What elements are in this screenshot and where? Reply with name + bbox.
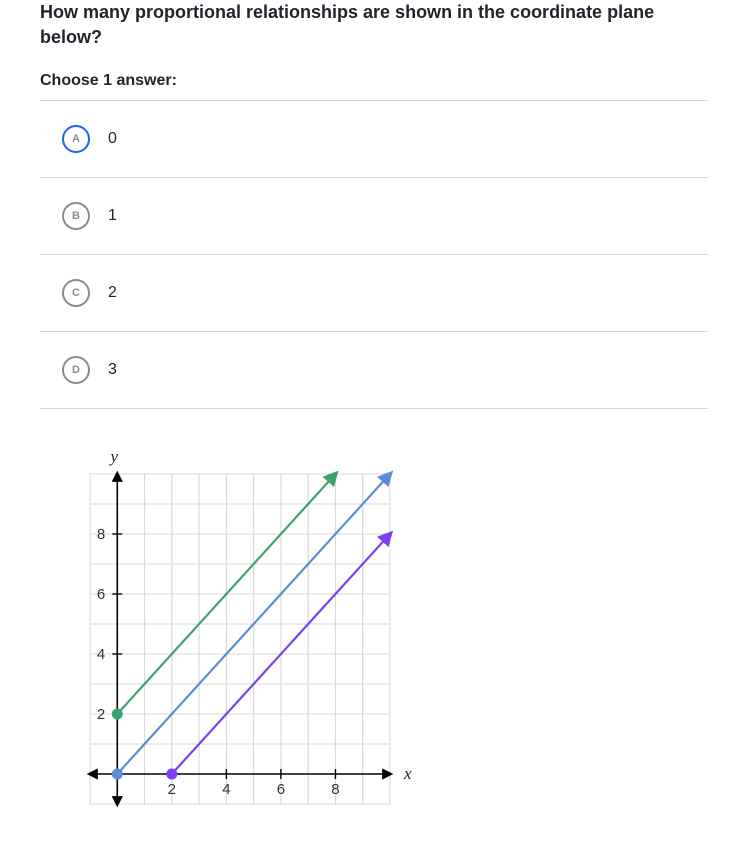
radio-letter: D bbox=[72, 364, 80, 376]
svg-text:2: 2 bbox=[168, 781, 176, 798]
svg-text:8: 8 bbox=[331, 781, 339, 798]
answer-text: 2 bbox=[108, 284, 117, 302]
svg-text:x: x bbox=[403, 764, 412, 783]
radio-letter: C bbox=[72, 287, 80, 299]
svg-text:6: 6 bbox=[277, 781, 285, 798]
answer-text: 1 bbox=[108, 207, 117, 225]
answer-option-c[interactable]: C2 bbox=[40, 255, 708, 332]
answer-option-b[interactable]: B1 bbox=[40, 178, 708, 255]
svg-text:4: 4 bbox=[222, 781, 230, 798]
svg-text:2: 2 bbox=[97, 706, 105, 723]
chart-container: 2 4 6 8 2 4 6 8 y x bbox=[40, 439, 708, 839]
radio-badge[interactable]: D bbox=[62, 356, 90, 384]
radio-letter: B bbox=[72, 210, 80, 222]
answer-option-d[interactable]: D3 bbox=[40, 332, 708, 409]
radio-badge[interactable]: B bbox=[62, 202, 90, 230]
answer-option-a[interactable]: A0 bbox=[40, 101, 708, 178]
answer-text: 3 bbox=[108, 361, 117, 379]
svg-text:4: 4 bbox=[97, 646, 105, 663]
instruction-text: Choose 1 answer: bbox=[40, 72, 708, 90]
svg-text:y: y bbox=[108, 447, 118, 466]
svg-text:8: 8 bbox=[97, 526, 105, 543]
svg-text:6: 6 bbox=[97, 586, 105, 603]
radio-badge[interactable]: A bbox=[62, 125, 90, 153]
question-text: How many proportional relationships are … bbox=[40, 0, 708, 50]
answer-list: A0B1C2D3 bbox=[40, 100, 708, 409]
radio-badge[interactable]: C bbox=[62, 279, 90, 307]
radio-letter: A bbox=[72, 133, 80, 145]
answer-text: 0 bbox=[108, 130, 117, 148]
coordinate-plane-chart: 2 4 6 8 2 4 6 8 y x bbox=[40, 439, 420, 839]
